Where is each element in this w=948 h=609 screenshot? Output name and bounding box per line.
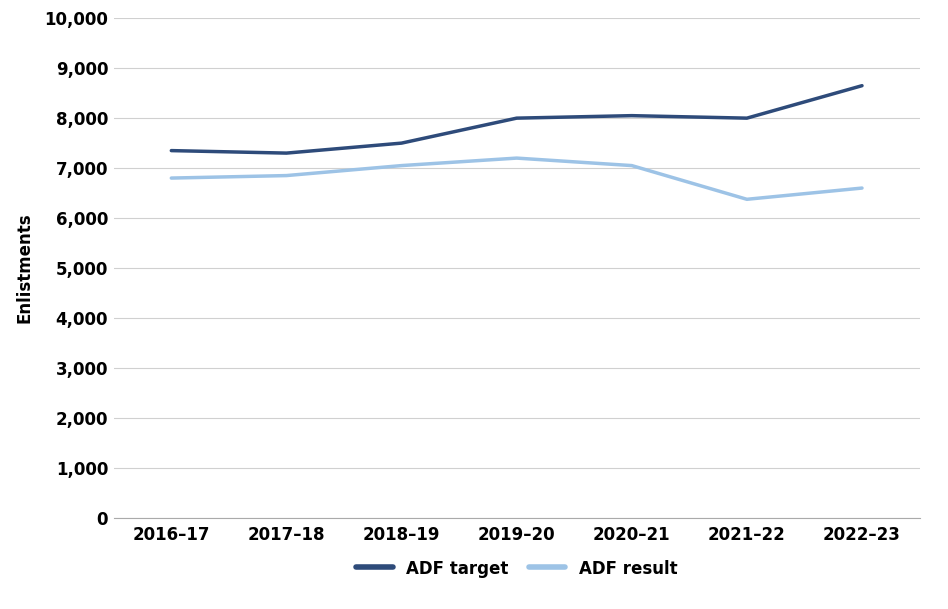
ADF result bbox=[166, 174, 177, 181]
ADF target bbox=[396, 139, 408, 147]
Line: ADF target: ADF target bbox=[172, 86, 862, 153]
ADF target bbox=[856, 82, 867, 90]
Line: ADF result: ADF result bbox=[172, 158, 862, 199]
ADF result bbox=[396, 162, 408, 169]
ADF result bbox=[626, 162, 637, 169]
ADF result bbox=[511, 155, 522, 162]
ADF result bbox=[281, 172, 292, 179]
ADF target bbox=[511, 114, 522, 122]
ADF target bbox=[281, 149, 292, 157]
Legend: ADF target, ADF result: ADF target, ADF result bbox=[350, 553, 684, 584]
ADF target bbox=[166, 147, 177, 154]
Y-axis label: Enlistments: Enlistments bbox=[15, 213, 33, 323]
ADF result bbox=[741, 195, 753, 203]
ADF target bbox=[741, 114, 753, 122]
ADF target bbox=[626, 112, 637, 119]
ADF result bbox=[856, 185, 867, 192]
